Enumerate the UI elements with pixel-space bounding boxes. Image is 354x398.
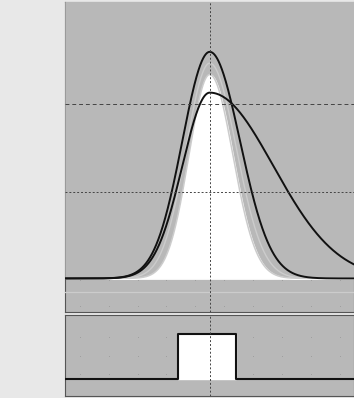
Text: U: U (206, 11, 213, 21)
